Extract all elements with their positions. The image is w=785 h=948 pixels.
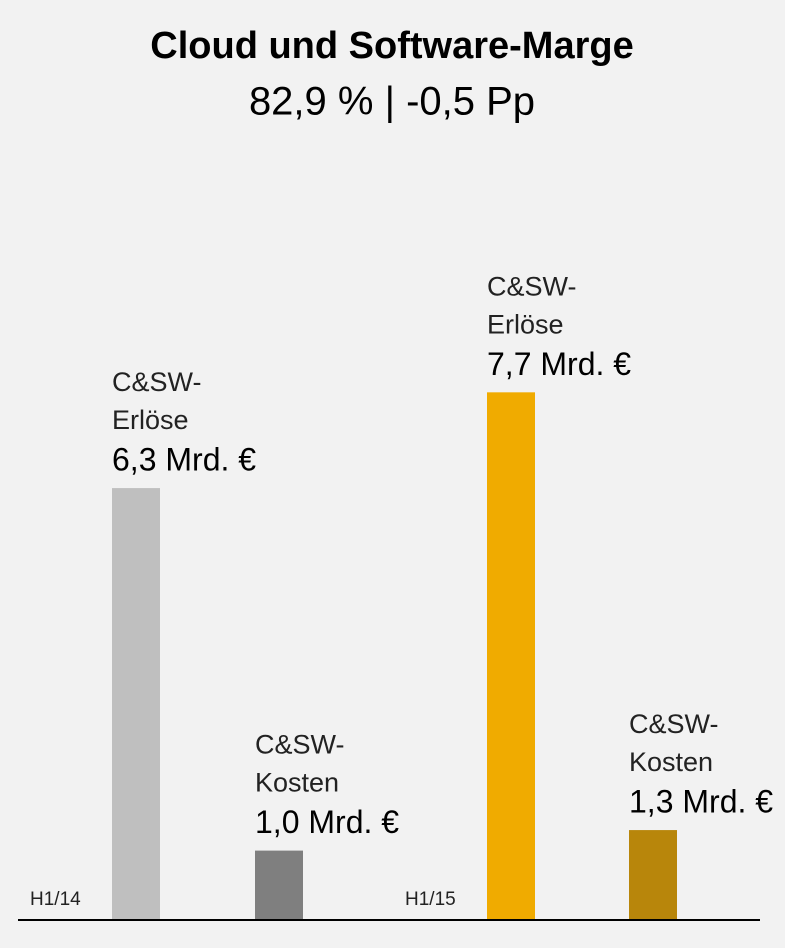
category-label: Erlöse — [487, 309, 564, 339]
category-label: Erlöse — [112, 405, 189, 435]
group-label: H1/15 — [405, 889, 456, 910]
category-label: Kosten — [629, 747, 713, 777]
bar — [112, 488, 160, 919]
category-label: Kosten — [255, 768, 339, 798]
category-label: C&SW- — [629, 709, 719, 739]
chart-subtitle: 82,9 % | -0,5 Pp — [249, 80, 535, 124]
bar — [255, 850, 303, 919]
value-label: 6,3 Mrd. € — [112, 442, 256, 478]
bar — [629, 830, 677, 919]
category-label: C&SW- — [487, 271, 577, 301]
value-label: 1,3 Mrd. € — [629, 784, 773, 820]
category-label: C&SW- — [112, 367, 202, 397]
value-label: 7,7 Mrd. € — [487, 346, 631, 382]
value-label: 1,0 Mrd. € — [255, 804, 399, 840]
chart-title: Cloud und Software-Marge — [150, 25, 633, 67]
bar — [487, 392, 535, 919]
category-label: C&SW- — [255, 730, 345, 760]
group-label: H1/14 — [30, 889, 81, 910]
